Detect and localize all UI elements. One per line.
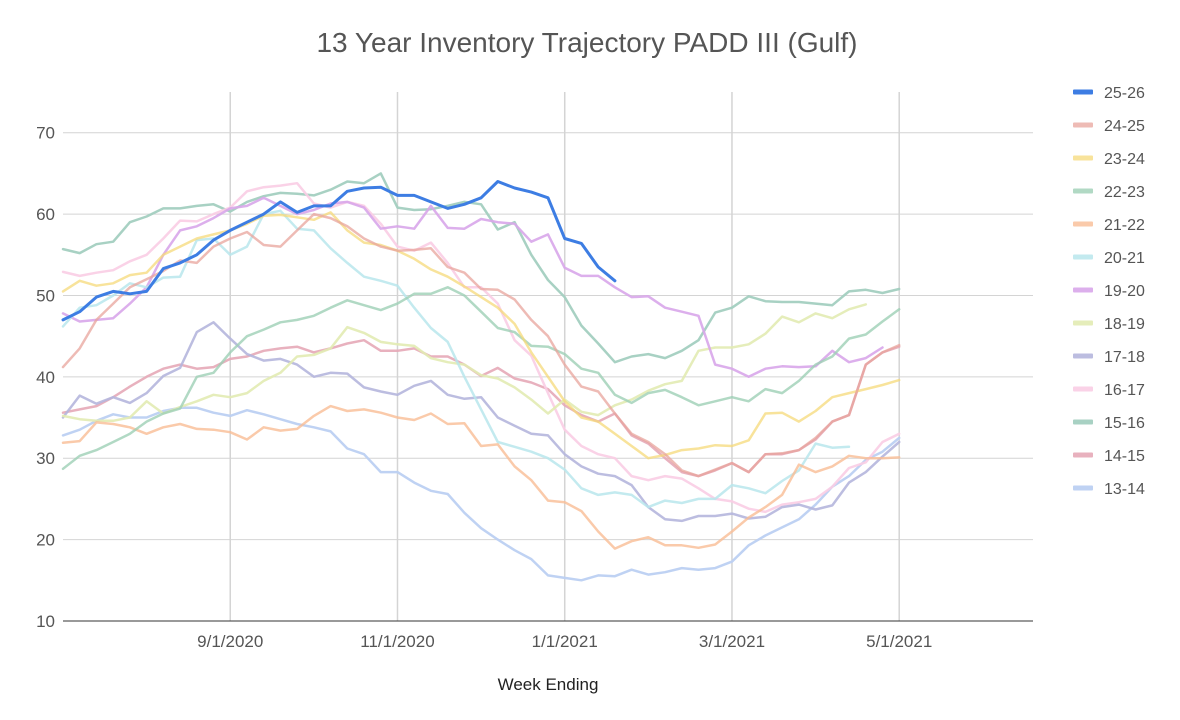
x-axis-label: Week Ending	[498, 675, 599, 694]
legend-label: 24-25	[1104, 118, 1145, 135]
gridlines	[63, 92, 1033, 622]
legend-label: 14-15	[1104, 448, 1145, 465]
legend-swatch	[1073, 320, 1093, 326]
legend-swatch	[1073, 221, 1093, 227]
series-line-24-25	[61, 212, 901, 478]
series-line-23-24	[61, 211, 901, 460]
series-line-21-22	[61, 404, 901, 550]
y-tick-label: 30	[36, 449, 55, 468]
y-tick-label: 20	[36, 531, 55, 550]
legend-label: 19-20	[1104, 283, 1145, 300]
legend-label: 18-19	[1104, 316, 1145, 333]
x-tick-label: 9/1/2020	[197, 632, 263, 651]
series-lines	[61, 172, 901, 582]
series-line-25-26	[61, 180, 617, 322]
series-line-17-18	[61, 321, 901, 523]
legend-swatch	[1073, 485, 1093, 491]
legend-label: 21-22	[1104, 217, 1145, 234]
series-line-20-21	[61, 209, 851, 509]
series-line-19-20	[61, 196, 884, 379]
x-tick-label: 1/1/2021	[532, 632, 598, 651]
legend-swatch	[1073, 254, 1093, 260]
legend-swatch	[1073, 188, 1093, 194]
series-line-22-23	[61, 286, 901, 471]
x-tick-label: 11/1/2020	[360, 632, 434, 651]
series-line-18-19	[61, 303, 868, 423]
chart-title: 13 Year Inventory Trajectory PADD III (G…	[316, 27, 857, 58]
legend-swatch	[1073, 122, 1093, 128]
legend-swatch	[1073, 287, 1093, 293]
x-tick-label: 5/1/2021	[866, 632, 932, 651]
legend-label: 20-21	[1104, 250, 1145, 267]
legend-label: 25-26	[1104, 85, 1145, 102]
legend-label: 16-17	[1104, 382, 1145, 399]
x-tick-label: 3/1/2021	[699, 632, 765, 651]
y-tick-label: 60	[36, 205, 55, 224]
series-line-15-16	[61, 172, 901, 364]
y-tick-label: 50	[36, 286, 55, 305]
legend: 25-26 24-25 23-24 22-23 21-22 20-21 19-20 18-19…	[1073, 85, 1145, 498]
series-line-13-14	[61, 406, 901, 582]
legend-swatch	[1073, 353, 1093, 359]
legend-swatch	[1073, 452, 1093, 458]
legend-label: 23-24	[1104, 151, 1145, 168]
x-axis-ticks: 9/1/2020 11/1/2020 1/1/2021 3/1/2021 5/1/202…	[197, 632, 932, 651]
y-tick-label: 70	[36, 124, 55, 143]
legend-label: 22-23	[1104, 184, 1145, 201]
legend-swatch	[1073, 89, 1093, 95]
legend-label: 15-16	[1104, 415, 1145, 432]
legend-swatch	[1073, 155, 1093, 161]
legend-swatch	[1073, 386, 1093, 392]
y-axis-ticks: 10 20 30 40 50 60 70	[36, 124, 55, 631]
legend-swatch	[1073, 419, 1093, 425]
legend-label: 17-18	[1104, 349, 1145, 366]
y-tick-label: 40	[36, 368, 55, 387]
legend-label: 13-14	[1104, 481, 1145, 498]
y-tick-label: 10	[36, 612, 55, 631]
